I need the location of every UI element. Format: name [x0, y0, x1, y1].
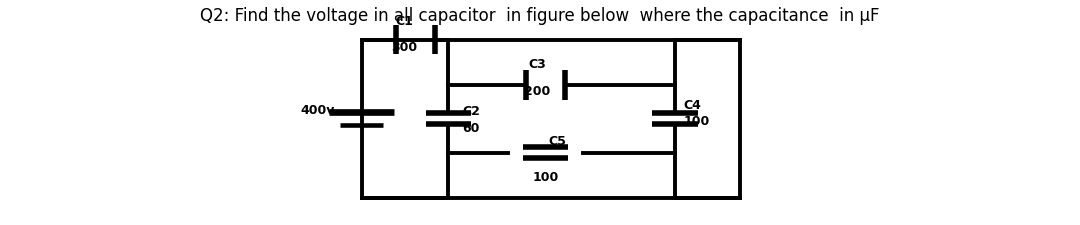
Text: 400v: 400v [300, 104, 335, 117]
Text: 200: 200 [524, 84, 550, 97]
Text: Q2: Find the voltage in all capacitor  in figure below  where the capacitance  i: Q2: Find the voltage in all capacitor in… [200, 7, 880, 25]
Text: 300: 300 [391, 40, 417, 54]
Text: 100: 100 [532, 170, 558, 183]
Text: 60: 60 [462, 122, 480, 135]
Text: C1: C1 [395, 15, 413, 28]
Text: C2: C2 [462, 105, 481, 118]
Text: C3: C3 [528, 58, 545, 71]
Text: C4: C4 [684, 98, 702, 111]
Text: C5: C5 [549, 134, 567, 147]
Text: 100: 100 [684, 115, 710, 128]
